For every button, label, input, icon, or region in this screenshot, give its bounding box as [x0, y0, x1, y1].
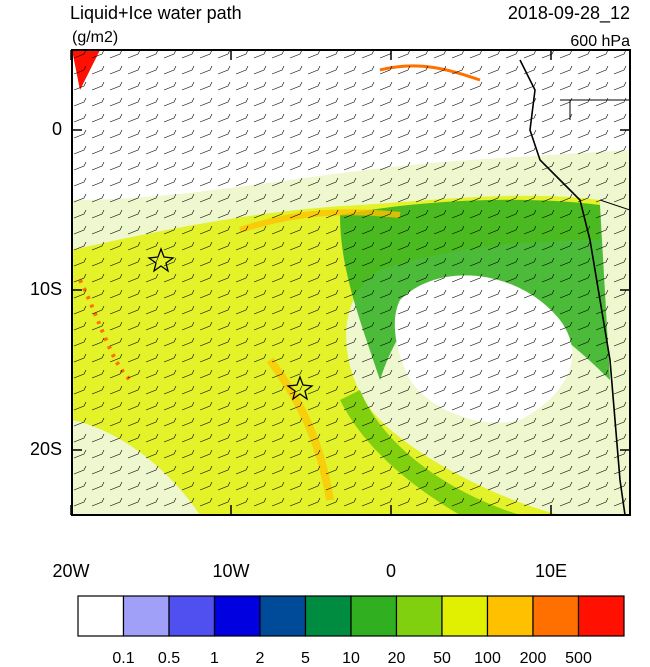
colorbar-label: 20	[388, 650, 406, 667]
colorbar-swatch	[77, 595, 125, 637]
colorbar-swatch	[577, 595, 625, 637]
x-tick-label: 0	[386, 561, 396, 581]
colorbar-label: 200	[520, 650, 547, 667]
y-tick-label: 0	[52, 119, 62, 139]
axes: 20W 10W 0 10E 0 10S 20S	[30, 50, 630, 581]
date: 2018-09-28_12	[508, 3, 630, 24]
level: 600 hPa	[570, 33, 630, 50]
colorbar-label: 50	[433, 650, 451, 667]
colorbar-swatch	[441, 595, 489, 637]
colorbar-swatch	[395, 595, 443, 637]
colorbar-swatch	[213, 595, 261, 637]
title: Liquid+Ice water path	[70, 3, 242, 23]
units: (g/m2)	[72, 29, 118, 46]
colorbar-swatch	[122, 595, 170, 637]
colorbar-label: 10	[342, 650, 360, 667]
y-tick-label: 20S	[30, 439, 62, 459]
colorbar: 0.1 0.5 1 2 5 10 20 50 100 200 500	[77, 595, 625, 667]
colorbar-label: 2	[256, 650, 265, 667]
colorbar-label: 1	[210, 650, 219, 667]
colorbar-swatch	[304, 595, 352, 637]
x-tick-label: 10E	[535, 561, 567, 581]
y-tick-label: 10S	[30, 279, 62, 299]
field	[72, 50, 630, 515]
colorbar-label: 100	[474, 650, 501, 667]
colorbar-swatch	[532, 595, 580, 637]
colorbar-swatch	[350, 595, 398, 637]
colorbar-label: 0.5	[158, 650, 180, 667]
colorbar-label: 0.1	[112, 650, 134, 667]
plot-frame	[71, 49, 631, 516]
colorbar-label: 5	[301, 650, 310, 667]
colorbar-label: 500	[565, 650, 592, 667]
x-tick-label: 10W	[212, 561, 249, 581]
x-tick-label: 20W	[52, 561, 89, 581]
colorbar-swatch	[486, 595, 534, 637]
colorbar-swatch	[168, 595, 216, 637]
colorbar-swatch	[259, 595, 307, 637]
